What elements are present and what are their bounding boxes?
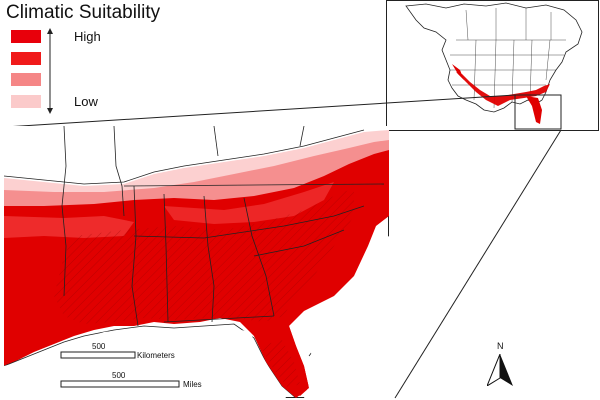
- occurrence-hatch: [54, 188, 354, 324]
- suitability-mid-low: [4, 140, 389, 220]
- km-scale-value: 500: [92, 342, 106, 351]
- extent-box: [514, 94, 562, 130]
- legend-swatch-mid-high: [11, 52, 41, 65]
- legend-low-label: Low: [74, 94, 98, 109]
- state-boundaries: [4, 126, 385, 327]
- north-label: N: [497, 341, 504, 351]
- overview-suitability-area: [456, 72, 550, 106]
- map-title: Climatic Suitability: [6, 2, 161, 23]
- north-arrow-icon: [487, 354, 513, 386]
- km-scale-unit: Kilometers: [137, 351, 175, 360]
- km-scale-bar: [60, 351, 136, 359]
- legend-high-label: High: [74, 29, 101, 44]
- overview-map: [386, 0, 599, 131]
- legend-swatch-high: [11, 30, 41, 43]
- mi-scale-unit: Miles: [183, 380, 202, 389]
- legend-swatch-mid-low: [11, 73, 41, 86]
- mi-scale-bar: [60, 380, 180, 388]
- legend-arrow: [47, 28, 53, 114]
- legend-swatch-low: [11, 95, 41, 108]
- mi-scale-value: 500: [112, 371, 126, 380]
